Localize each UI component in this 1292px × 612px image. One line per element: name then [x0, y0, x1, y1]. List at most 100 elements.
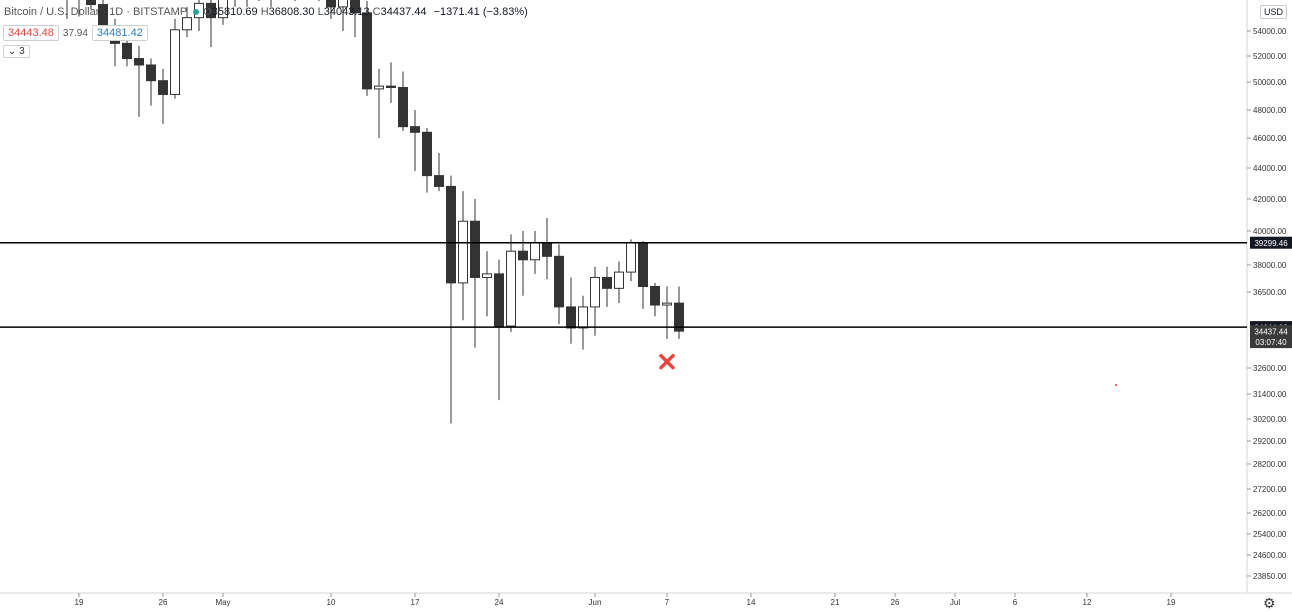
change-value: −1371.41 (−3.83%) — [433, 6, 528, 18]
open-value: 35810.69 — [211, 6, 258, 18]
price-axis-label: 27200.00 — [1253, 485, 1287, 494]
candle-body — [506, 250, 516, 327]
price-axis-label: 48000.00 — [1253, 106, 1287, 115]
candle-body — [494, 273, 504, 327]
candle-body — [674, 302, 684, 332]
time-axis-label: 24 — [495, 598, 504, 607]
low-label: L — [317, 6, 324, 18]
candle-body — [554, 255, 564, 308]
price-axis-label: 42000.00 — [1253, 195, 1287, 204]
price-axis-label: 31400.00 — [1253, 390, 1287, 399]
candle-body — [218, 0, 228, 19]
spread-value: 37.94 — [62, 27, 88, 39]
market-status-icon — [193, 8, 200, 15]
candle-body — [146, 64, 156, 82]
candle-body — [158, 80, 168, 95]
price-axis-label: 38000.00 — [1253, 261, 1287, 270]
time-axis-label: Jul — [950, 598, 960, 607]
time-axis-label: 6 — [1013, 598, 1018, 607]
candle-body — [422, 131, 432, 177]
trade-panel: 34443.48 37.94 34481.42 — [3, 25, 148, 41]
currency-badge[interactable]: USD — [1260, 5, 1288, 19]
candle-body — [86, 0, 96, 6]
candle-body — [122, 42, 132, 60]
price-axis-label: 52000.00 — [1253, 52, 1287, 61]
candle-body — [134, 58, 144, 66]
candle-body — [578, 306, 588, 329]
quantity-dropdown[interactable]: ⌄ 3 — [3, 45, 30, 58]
sell-button[interactable]: 34443.48 — [3, 25, 59, 41]
price-axis-label: 50000.00 — [1253, 78, 1287, 87]
candle-body — [614, 271, 624, 289]
time-axis-label: May — [215, 598, 230, 607]
candle-body — [482, 273, 492, 278]
candle-body — [626, 242, 636, 273]
time-axis-label: 21 — [831, 598, 840, 607]
red-x-marker-icon — [659, 353, 675, 370]
buy-button[interactable]: 34481.42 — [91, 25, 148, 41]
quantity-value: 3 — [19, 46, 25, 57]
symbol-legend: Bitcoin / U.S. Dollar · 1D · BITSTAMP O35… — [4, 6, 528, 18]
low-value: 34043.13 — [323, 6, 370, 18]
time-axis-label: 12 — [1083, 598, 1092, 607]
countdown-label: 03:07:40 — [1255, 338, 1287, 347]
candle-body — [518, 250, 528, 261]
candle-body — [530, 242, 540, 261]
time-axis-label: 7 — [665, 598, 670, 607]
price-axis-label: 32600.00 — [1253, 364, 1287, 373]
level-price-tag — [1250, 236, 1292, 249]
open-label: O — [203, 6, 212, 18]
price-axis-label: 44000.00 — [1253, 164, 1287, 173]
time-axis-label: 17 — [411, 598, 420, 607]
candle-body — [326, 0, 336, 8]
price-axis-label: 30200.00 — [1253, 415, 1287, 424]
settings-gear-icon[interactable]: ⚙ — [1263, 595, 1276, 611]
stray-dot — [1115, 384, 1117, 386]
candle-body — [602, 276, 612, 289]
candle-body — [182, 17, 192, 31]
candle-body — [566, 306, 576, 329]
candle-body — [662, 302, 672, 306]
time-axis-label: 26 — [159, 598, 168, 607]
price-axis-label: 54000.00 — [1253, 27, 1287, 36]
candle-body — [350, 0, 360, 14]
time-axis-label: 19 — [1167, 598, 1176, 607]
candle-body — [386, 85, 396, 89]
time-axis-label: 26 — [891, 598, 900, 607]
time-axis-label: 19 — [75, 598, 84, 607]
candle-body — [362, 12, 372, 90]
close-value: 34437.44 — [380, 6, 427, 18]
high-value: 36808.30 — [268, 6, 315, 18]
candle-body — [374, 85, 384, 90]
candle-body — [398, 87, 408, 128]
price-axis-label: 25400.00 — [1253, 530, 1287, 539]
price-axis-label: 46000.00 — [1253, 134, 1287, 143]
candle-body — [638, 242, 648, 288]
candle-body — [170, 29, 180, 95]
candle-body — [446, 185, 456, 284]
last-price-tag — [1250, 325, 1292, 349]
time-axis-label: 14 — [747, 598, 756, 607]
candle-body — [410, 126, 420, 133]
price-axis-label: 23850.00 — [1253, 572, 1287, 581]
time-axis-label: Jun — [589, 598, 602, 607]
price-axis-label: 28200.00 — [1253, 460, 1287, 469]
candle-body — [434, 175, 444, 187]
price-axis-label: 36500.00 — [1253, 288, 1287, 297]
price-axis-label: 40000.00 — [1253, 227, 1287, 236]
candle-body — [470, 220, 480, 278]
close-label: C — [372, 6, 381, 18]
candle-body — [590, 276, 600, 308]
candle-body — [542, 242, 552, 257]
high-label: H — [260, 6, 269, 18]
candle-body — [206, 2, 216, 19]
candle-body — [650, 286, 660, 306]
price-axis-label: 29200.00 — [1253, 437, 1287, 446]
symbol-name[interactable]: Bitcoin / U.S. Dollar · 1D · BITSTAMP — [4, 6, 188, 18]
candle-body — [338, 0, 348, 8]
time-axis-label: 10 — [327, 598, 336, 607]
price-axis-label: 26200.00 — [1253, 509, 1287, 518]
level-price-label: 39299.46 — [1254, 239, 1288, 248]
last-price-label: 34437.44 — [1254, 328, 1288, 337]
